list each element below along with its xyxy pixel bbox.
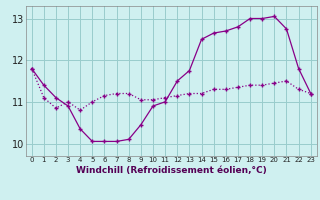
X-axis label: Windchill (Refroidissement éolien,°C): Windchill (Refroidissement éolien,°C): [76, 166, 267, 175]
